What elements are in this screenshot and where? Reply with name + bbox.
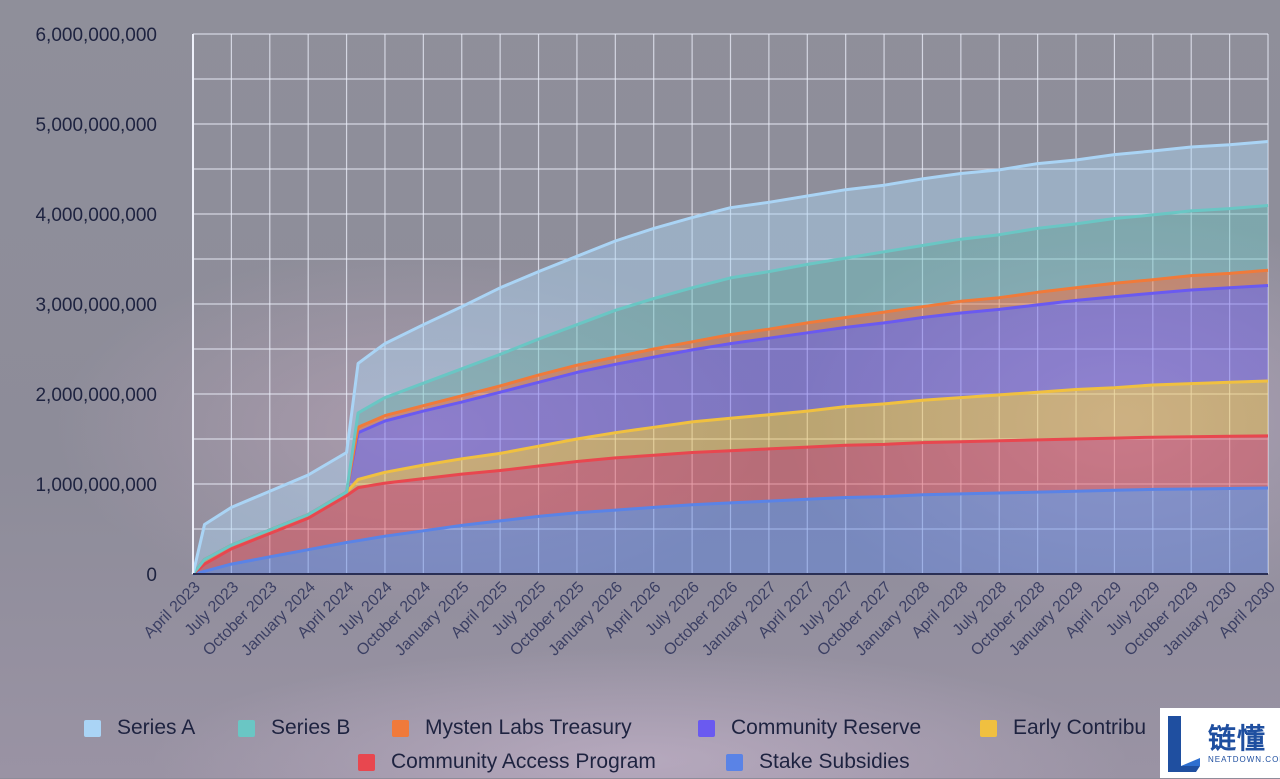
- y-tick-label: 2,000,000,000: [35, 385, 157, 406]
- line-series-a: [191, 140, 1269, 575]
- line-stake-subsidies: [192, 486, 1269, 576]
- watermark-l-icon: [1166, 712, 1202, 774]
- legend-swatch-early-contributors: [980, 719, 997, 737]
- stacked-area-chart: 0 1,000,000,000 2,000,000,000 3,000,000,000…: [35, 25, 1279, 660]
- legend-swatch-series-a: [84, 719, 101, 737]
- legend-label: Early Contribu: [1013, 716, 1147, 739]
- y-axis-ticks: 0 1,000,000,000 2,000,000,000 3,000,000,000…: [35, 25, 157, 586]
- legend-item-community-reserve[interactable]: Community Reserve: [698, 716, 921, 740]
- area-early-contributors: [193, 380, 1268, 574]
- y-tick-label: 3,000,000,000: [35, 295, 157, 316]
- legend-label: Series B: [271, 716, 351, 739]
- y-tick-label: 0: [146, 565, 157, 586]
- legend-swatch-community-reserve: [698, 719, 715, 737]
- legend-label: Community Reserve: [731, 716, 922, 739]
- legend-swatch-stake-subsidies: [726, 753, 743, 771]
- axes: [192, 34, 1268, 575]
- legend-item-early-contributors[interactable]: Early Contribu: [980, 716, 1146, 740]
- legend: Series A Series B Mysten Labs Treasury C…: [0, 712, 1280, 778]
- legend-label: Series A: [117, 716, 196, 739]
- area-stake-subsidies: [193, 488, 1268, 574]
- area-series-a: [193, 141, 1268, 575]
- line-community-access-program: [192, 434, 1269, 576]
- legend-swatch-community-access-program: [358, 753, 375, 771]
- line-series-b: [191, 203, 1269, 575]
- watermark-english-text: NEATDOWN.COM: [1208, 754, 1280, 764]
- y-tick-label: 5,000,000,000: [35, 115, 157, 136]
- y-tick-label: 6,000,000,000: [35, 25, 157, 46]
- legend-swatch-mysten-labs-treasury: [392, 719, 409, 737]
- legend-label: Stake Subsidies: [759, 750, 910, 773]
- watermark-chinese-text: 链懂: [1208, 722, 1267, 754]
- legend-item-stake-subsidies[interactable]: Stake Subsidies: [726, 750, 910, 774]
- legend-item-series-a[interactable]: Series A: [84, 716, 195, 740]
- y-tick-label: 1,000,000,000: [35, 475, 157, 496]
- series-lines: [191, 140, 1269, 576]
- legend-label: Mysten Labs Treasury: [425, 716, 632, 739]
- area-community-access-program: [193, 435, 1268, 574]
- legend-swatch-series-b: [238, 719, 255, 737]
- legend-item-mysten-labs-treasury[interactable]: Mysten Labs Treasury: [392, 716, 632, 740]
- watermark-logo: 链懂 NEATDOWN.COM: [1160, 708, 1280, 778]
- y-tick-label: 4,000,000,000: [35, 205, 157, 226]
- grid: [192, 33, 1269, 575]
- legend-item-community-access-program[interactable]: Community Access Program: [358, 750, 656, 774]
- legend-label: Community Access Program: [391, 750, 656, 773]
- legend-item-series-b[interactable]: Series B: [238, 716, 350, 740]
- area-community-reserve: [193, 285, 1268, 574]
